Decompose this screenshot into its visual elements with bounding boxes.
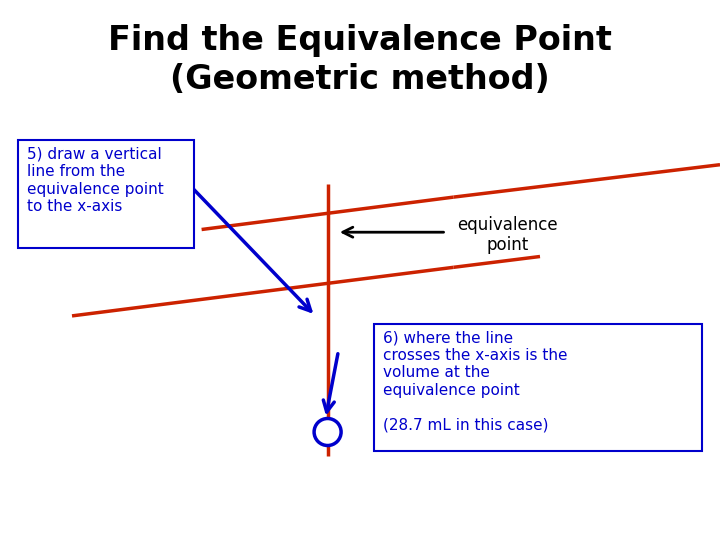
Bar <box>18 140 194 248</box>
Ellipse shape <box>314 418 341 445</box>
Text: Find the Equivalence Point
(Geometric method): Find the Equivalence Point (Geometric me… <box>108 24 612 96</box>
Text: 5) draw a vertical
line from the
equivalence point
to the x-axis: 5) draw a vertical line from the equival… <box>27 147 163 214</box>
Text: 6) where the line
crosses the x-axis is the
volume at the
equivalence point

(28: 6) where the line crosses the x-axis is … <box>383 330 567 433</box>
Bar <box>374 324 702 451</box>
Text: equivalence
point: equivalence point <box>457 215 558 254</box>
